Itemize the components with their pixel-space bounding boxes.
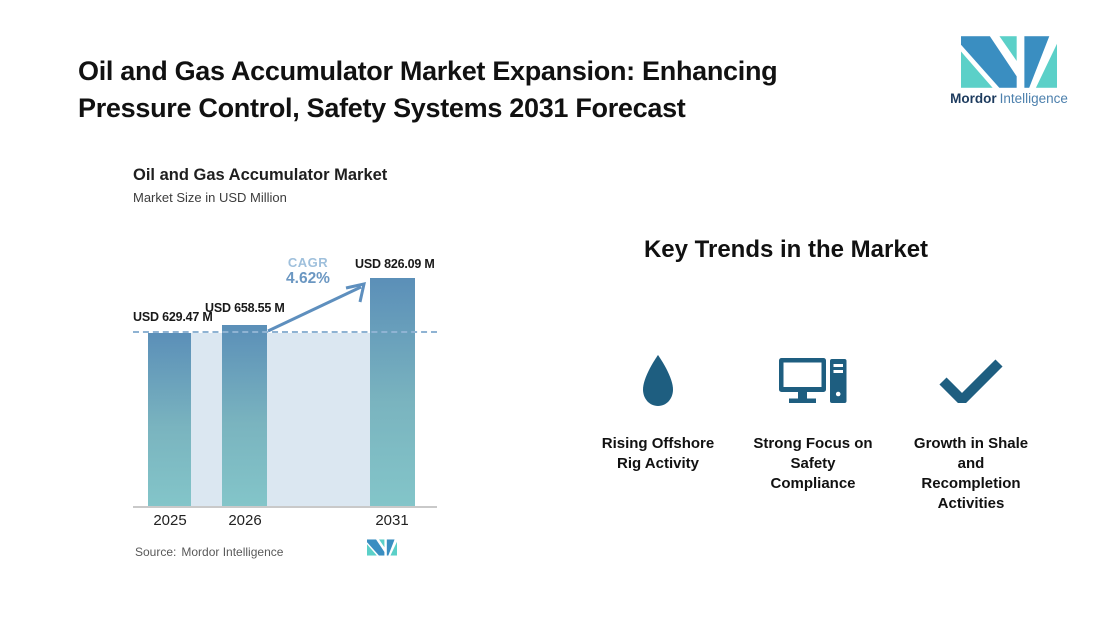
bar-value-label: USD 658.55 M [205,301,285,315]
trend-item: Strong Focus on Safety Compliance [723,352,903,494]
mordor-intelligence-logo-icon [961,36,1057,88]
water-drop-icon [643,355,673,406]
x-axis-line [133,506,437,508]
trend-item: Rising Offshore Rig Activity [568,352,748,474]
x-axis-tick: 2031 [375,512,409,529]
brand-name-light: Intelligence [999,91,1068,106]
bar-chart-plot [133,260,437,508]
trend-icon-box [881,352,1061,410]
source-value: Mordor Intelligence [181,545,284,559]
cagr-arrow-icon [267,282,366,333]
chart-subtitle: Market Size in USD Million [133,190,287,205]
cagr-annotation: CAGR 4.62% [274,255,342,288]
cagr-value: 4.62% [286,270,330,287]
bar [370,278,415,506]
trend-item: Growth in Shale and Recompletion Activit… [881,352,1061,514]
checkmark-icon [939,359,1003,403]
bar [222,325,267,506]
dashed-trendline [133,331,437,333]
brand-name-bold: Mordor [950,91,997,106]
desktop-computer-icon [779,358,847,403]
trend-caption: Growth in Shale and Recompletion Activit… [913,435,1029,512]
trend-caption: Rising Offshore Rig Activity [601,435,715,472]
source-label: Source: [135,545,177,559]
bar [148,333,191,506]
cagr-label: CAGR [287,255,329,270]
trends-heading: Key Trends in the Market [643,236,929,263]
bar-value-label: USD 826.09 M [355,257,435,271]
x-axis-tick: 2026 [228,512,262,529]
bar-value-label: USD 629.47 M [133,310,213,324]
trend-icon-box [723,352,903,410]
mordor-intelligence-logo-icon-small [367,539,397,556]
brand-name: Mordor Intelligence [944,91,1074,106]
trend-icon-box [568,352,748,410]
page-title: Oil and Gas Accumulator Market Expansion… [78,56,778,123]
trend-caption: Strong Focus on Safety Compliance [753,435,873,492]
chart-title: Oil and Gas Accumulator Market [133,166,388,184]
chart-source: Source: Mordor Intelligence [135,545,283,559]
x-axis-tick: 2025 [153,512,187,529]
brand-logo: Mordor Intelligence [944,36,1074,106]
